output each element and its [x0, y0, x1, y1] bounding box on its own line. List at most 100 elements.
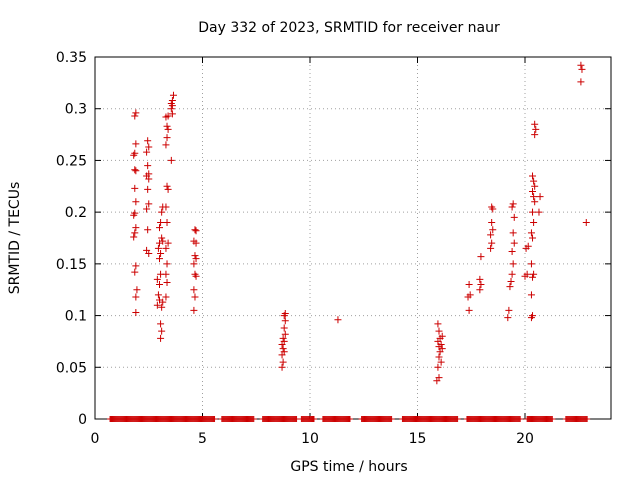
data-point	[145, 143, 153, 151]
data-point	[130, 233, 138, 241]
data-point	[530, 270, 538, 278]
data-point	[506, 283, 514, 291]
data-point	[465, 306, 473, 314]
data-point	[144, 185, 152, 193]
data-point	[435, 327, 443, 335]
y-tick-label: 0.2	[65, 205, 87, 221]
data-point	[437, 341, 445, 349]
data-point	[153, 275, 161, 283]
data-point	[144, 162, 152, 170]
x-tick-label: 10	[301, 431, 319, 447]
data-point	[435, 353, 443, 361]
data-point	[529, 172, 537, 180]
data-point	[523, 270, 531, 278]
data-point	[577, 78, 585, 86]
data-point	[508, 270, 516, 278]
data-point	[145, 250, 153, 258]
plot-frame	[94, 56, 612, 420]
data-point	[144, 226, 152, 234]
data-point	[132, 293, 140, 301]
y-tick-label: 0.1	[65, 309, 87, 325]
data-point	[505, 306, 513, 314]
data-point	[191, 270, 199, 278]
data-point	[131, 229, 139, 237]
data-point	[527, 260, 535, 268]
data-point	[168, 96, 176, 104]
y-tick-label: 0.15	[56, 257, 87, 273]
data-point	[529, 187, 537, 195]
data-point	[476, 275, 484, 283]
data-point	[156, 224, 163, 232]
data-point	[158, 208, 166, 216]
data-point	[536, 193, 544, 201]
data-point	[190, 286, 198, 294]
zero-data-point	[454, 416, 461, 422]
data-point	[487, 231, 495, 239]
zero-data-point	[584, 416, 591, 422]
data-point	[132, 167, 140, 175]
data-point	[131, 166, 139, 174]
data-point	[158, 234, 166, 242]
data-point	[191, 226, 199, 234]
zero-value-markers	[107, 416, 591, 422]
data-point	[169, 91, 177, 99]
data-point	[162, 244, 170, 252]
data-point	[509, 260, 517, 268]
data-point	[156, 255, 163, 263]
data-point	[131, 268, 139, 276]
data-point	[530, 193, 538, 201]
data-point	[489, 226, 497, 234]
data-point	[488, 239, 496, 247]
data-point	[190, 306, 198, 314]
data-point	[131, 209, 139, 217]
data-point	[131, 112, 139, 120]
data-point	[164, 125, 172, 133]
data-point	[157, 320, 165, 328]
data-point	[527, 291, 535, 299]
data-point	[578, 65, 586, 73]
data-point	[280, 337, 288, 345]
x-axis-label: GPS time / hours	[290, 459, 407, 475]
data-point	[508, 203, 516, 211]
data-point	[281, 317, 289, 325]
data-point	[435, 374, 443, 382]
data-point	[279, 358, 287, 366]
data-point	[487, 244, 495, 252]
data-point	[132, 140, 140, 148]
data-point	[531, 182, 539, 190]
data-point	[529, 312, 537, 320]
data-point	[509, 229, 517, 237]
data-point	[508, 247, 516, 255]
data-point	[532, 125, 540, 133]
data-point	[132, 308, 140, 316]
zero-data-point	[388, 416, 395, 422]
data-point	[163, 134, 171, 142]
data-point	[153, 301, 161, 309]
y-tick-label: 0.35	[56, 50, 87, 66]
data-point	[530, 218, 538, 226]
data-point	[477, 253, 485, 261]
data-point	[157, 250, 165, 258]
data-point	[191, 252, 199, 260]
data-point	[582, 218, 590, 226]
data-point	[157, 218, 165, 226]
y-tick-label: 0.25	[56, 153, 87, 169]
chart-title: Day 332 of 2023, SRMTID for receiver nau…	[198, 20, 500, 36]
data-point	[131, 184, 139, 192]
data-point	[132, 262, 140, 270]
data-point	[168, 110, 176, 118]
data-point	[164, 185, 172, 193]
data-point	[143, 205, 151, 213]
data-point	[159, 298, 167, 306]
y-axis-label: SRMTID / TECUs	[7, 182, 23, 295]
y-tick-label: 0	[78, 412, 87, 428]
data-point	[133, 286, 141, 294]
data-point	[154, 244, 162, 252]
data-point	[477, 281, 485, 289]
data-point	[434, 320, 442, 328]
data-point	[162, 270, 170, 278]
data-point	[530, 177, 538, 185]
zero-data-point	[310, 416, 317, 422]
y-tick-label: 0.05	[56, 360, 87, 376]
data-point	[535, 208, 543, 216]
